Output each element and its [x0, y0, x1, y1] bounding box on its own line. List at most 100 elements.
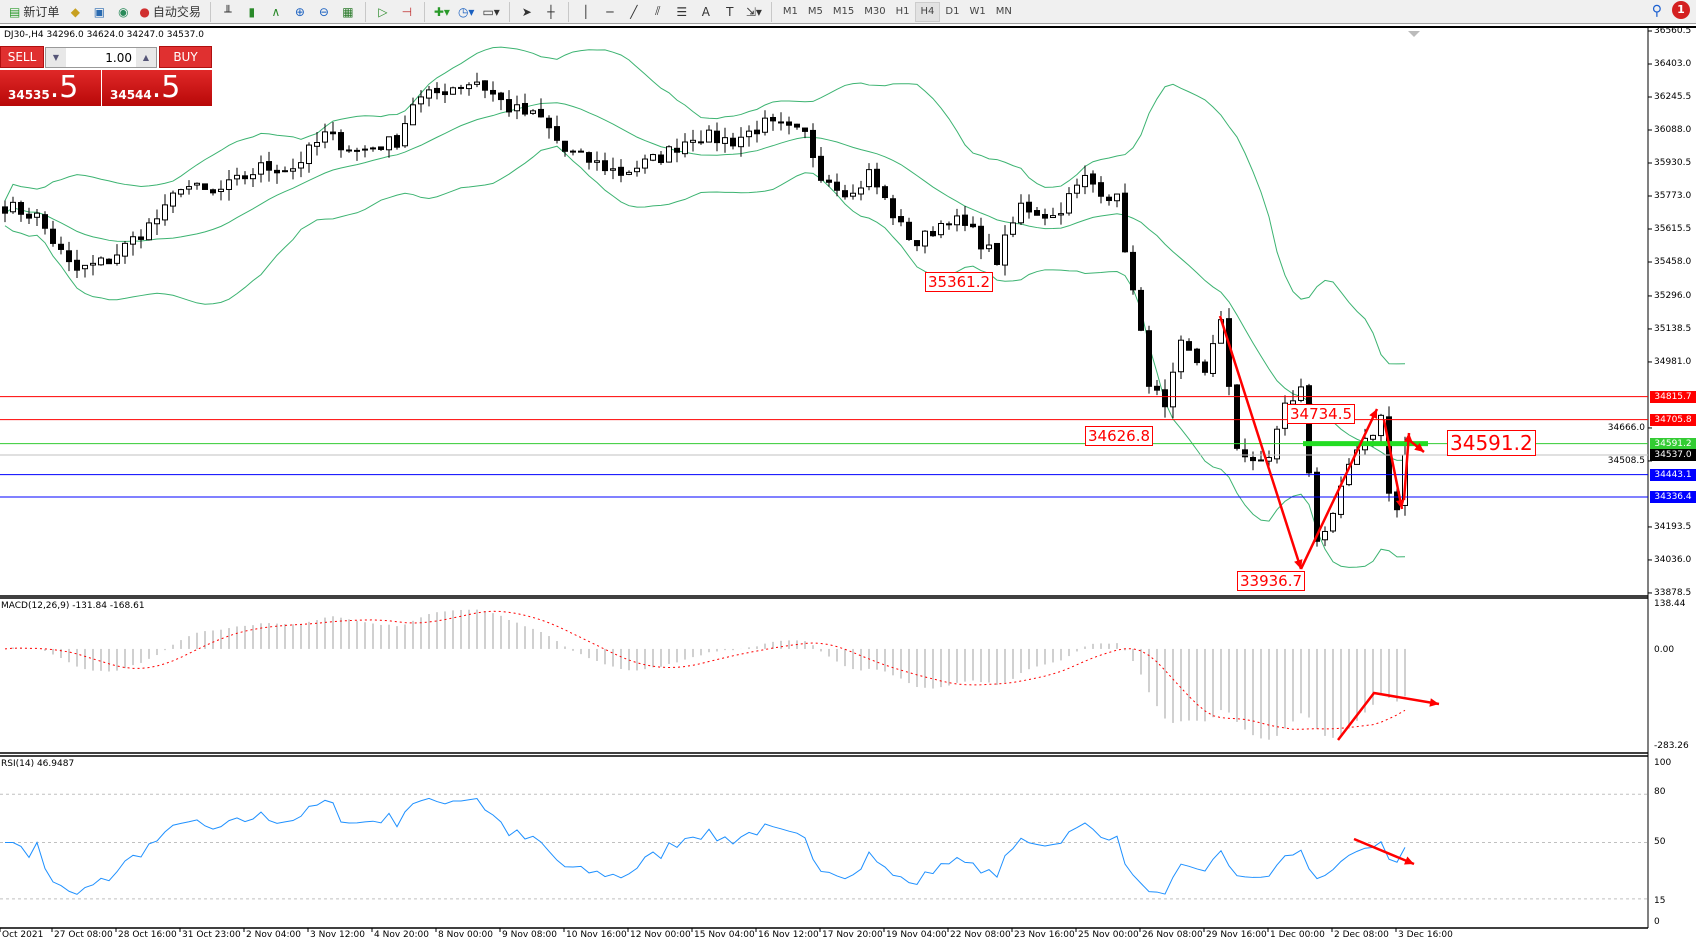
candle	[658, 151, 664, 165]
bear-candle-body	[602, 160, 608, 172]
sell-button[interactable]: SELL	[0, 46, 44, 68]
bear-candle-body	[1034, 210, 1040, 216]
timeframe-w1[interactable]: W1	[969, 6, 986, 17]
bollinger-lower-band	[4, 145, 1406, 568]
bar-chart-icon[interactable]: ╨	[224, 4, 232, 19]
tile-windows-icon[interactable]: ▦	[342, 4, 354, 19]
bear-candle-body	[698, 141, 704, 144]
bear-candle-body	[714, 130, 720, 144]
timeframe-m5[interactable]: M5	[807, 6, 823, 17]
price-annotation[interactable]: 35361.2	[925, 272, 994, 292]
timeframe-m15[interactable]: M15	[832, 6, 855, 17]
bull-candle-body	[626, 171, 632, 175]
timeframe-h1[interactable]: H1	[895, 6, 910, 17]
bull-candle-body	[34, 212, 40, 218]
candle	[562, 140, 568, 157]
candle	[34, 208, 40, 226]
bull-candle-body	[146, 222, 152, 241]
crosshair-icon[interactable]: ┼	[547, 4, 555, 19]
vertical-line-icon[interactable]: │	[582, 4, 590, 19]
time-axis-label: 4 Nov 20:00	[374, 930, 429, 940]
decrease-lot-icon[interactable]: ▼	[46, 48, 66, 67]
price-annotation-large[interactable]: 34591.2	[1447, 430, 1536, 456]
periods-clock-icon[interactable]: ◷▾	[457, 4, 475, 19]
zoom-in-icon[interactable]: ⊕	[294, 4, 305, 19]
line-chart-icon[interactable]: ∧	[271, 4, 281, 19]
time-axis-label: 29 Nov 16:00	[1206, 930, 1267, 940]
divider	[770, 1, 772, 22]
buy-price[interactable]: 34544.5	[102, 70, 212, 106]
bear-candle-body	[58, 243, 64, 250]
cursor-icon[interactable]: ➤	[521, 4, 532, 19]
bear-candle-body	[138, 236, 144, 240]
candle	[146, 218, 152, 241]
bear-candle-body	[754, 129, 760, 135]
lot-size-stepper[interactable]: ▼ ▲	[45, 47, 157, 68]
trend-arrow-up-head-icon	[1369, 409, 1378, 419]
arrows-icon[interactable]: ⇲▾	[745, 4, 762, 19]
trendline-icon[interactable]: ╱	[630, 4, 638, 19]
time-axis-label: 31 Oct 23:00	[182, 930, 241, 940]
bear-candle-body	[66, 250, 72, 263]
candle	[130, 231, 136, 256]
equidistant-channel-icon[interactable]: ⫽	[655, 4, 661, 18]
notification-badge[interactable]: 1	[1672, 1, 1690, 19]
bear-candle-body	[378, 146, 384, 150]
candle	[178, 188, 184, 198]
new-order-button[interactable]: ▤ 新订单	[9, 4, 60, 20]
candle	[346, 145, 352, 153]
fibonacci-icon[interactable]: ☰	[676, 4, 688, 19]
price-annotation[interactable]: 34734.5	[1287, 404, 1356, 424]
chart-shift-icon[interactable]: ⊣	[401, 4, 413, 19]
chart-shift-marker-icon	[1408, 31, 1420, 37]
bull-candle-body	[986, 244, 992, 250]
lot-size-input[interactable]	[66, 50, 136, 65]
search-icon[interactable]: ⚲	[1651, 3, 1662, 19]
price-level-label: 34443.1	[1650, 468, 1696, 481]
auto-trading-icon: ●	[139, 4, 150, 19]
bull-candle-body	[722, 137, 728, 144]
chart-window[interactable]	[0, 26, 1696, 942]
candle	[954, 208, 960, 232]
candle	[610, 157, 616, 180]
sell-price[interactable]: 34535.5	[0, 70, 101, 106]
auto-scroll-icon[interactable]: ▷	[378, 4, 388, 19]
candle	[1210, 334, 1216, 378]
text-label-icon[interactable]: T	[726, 4, 734, 19]
trend-arrow-down-2	[1382, 419, 1404, 510]
timeframe-m30[interactable]: M30	[864, 6, 886, 17]
candle	[1274, 425, 1280, 464]
price-annotation[interactable]: 33936.7	[1237, 571, 1306, 591]
market-watch-icon[interactable]: ◆	[70, 4, 80, 19]
bull-candle-body	[474, 81, 480, 85]
indicators-icon[interactable]: ✚▾	[433, 4, 450, 19]
bear-candle-body	[1138, 289, 1144, 331]
bull-candle-body	[610, 168, 616, 171]
candle	[1242, 438, 1248, 463]
auto-trading-button[interactable]: ● 自动交易	[139, 4, 201, 20]
bull-candle-body	[578, 150, 584, 153]
data-window-icon[interactable]: ▣	[93, 4, 106, 19]
templates-icon[interactable]: ▭▾	[482, 4, 500, 19]
timeframe-mn[interactable]: MN	[995, 6, 1012, 17]
candle	[442, 83, 448, 104]
timeframe-h4[interactable]: H4	[914, 1, 941, 22]
price-annotation[interactable]: 34626.8	[1085, 426, 1154, 446]
candle	[986, 233, 992, 253]
candle	[66, 241, 72, 272]
increase-lot-icon[interactable]: ▲	[136, 48, 156, 67]
bear-candle-body	[586, 152, 592, 163]
buy-button[interactable]: BUY	[159, 46, 212, 68]
candlestick-icon[interactable]: ▮	[248, 4, 256, 19]
candle	[1146, 325, 1152, 394]
text-icon[interactable]: A	[701, 4, 710, 19]
timeframe-d1[interactable]: D1	[945, 6, 960, 17]
navigator-icon[interactable]: ◉	[118, 4, 129, 19]
timeframe-m1[interactable]: M1	[782, 6, 798, 17]
candle	[666, 145, 672, 163]
candle	[482, 80, 488, 99]
candle	[626, 170, 632, 176]
horizontal-line-icon[interactable]: ─	[606, 4, 614, 19]
zoom-out-icon[interactable]: ⊖	[318, 4, 329, 19]
